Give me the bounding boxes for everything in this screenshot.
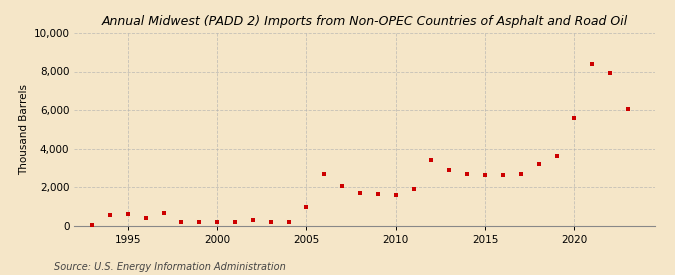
Point xyxy=(462,171,472,176)
Y-axis label: Thousand Barrels: Thousand Barrels xyxy=(19,84,29,175)
Point xyxy=(569,116,580,120)
Point xyxy=(587,62,597,66)
Point xyxy=(480,173,491,178)
Point xyxy=(373,191,383,196)
Title: Annual Midwest (PADD 2) Imports from Non-OPEC Countries of Asphalt and Road Oil: Annual Midwest (PADD 2) Imports from Non… xyxy=(101,15,628,28)
Point xyxy=(497,173,508,178)
Point xyxy=(533,162,544,166)
Point xyxy=(605,71,616,76)
Point xyxy=(122,212,133,216)
Point xyxy=(140,216,151,220)
Point xyxy=(265,219,276,224)
Point xyxy=(194,220,205,224)
Point xyxy=(354,191,365,195)
Point xyxy=(516,171,526,176)
Point xyxy=(284,219,294,224)
Point xyxy=(158,211,169,215)
Point xyxy=(390,192,401,197)
Point xyxy=(337,184,348,188)
Point xyxy=(426,158,437,162)
Point xyxy=(444,167,455,172)
Point xyxy=(86,222,97,227)
Point xyxy=(622,107,633,111)
Point xyxy=(176,219,187,224)
Point xyxy=(319,171,329,176)
Point xyxy=(105,213,115,217)
Point xyxy=(230,219,240,224)
Point xyxy=(301,205,312,210)
Point xyxy=(248,218,259,222)
Point xyxy=(408,187,419,191)
Text: Source: U.S. Energy Information Administration: Source: U.S. Energy Information Administ… xyxy=(54,262,286,272)
Point xyxy=(551,154,562,158)
Point xyxy=(212,219,223,224)
